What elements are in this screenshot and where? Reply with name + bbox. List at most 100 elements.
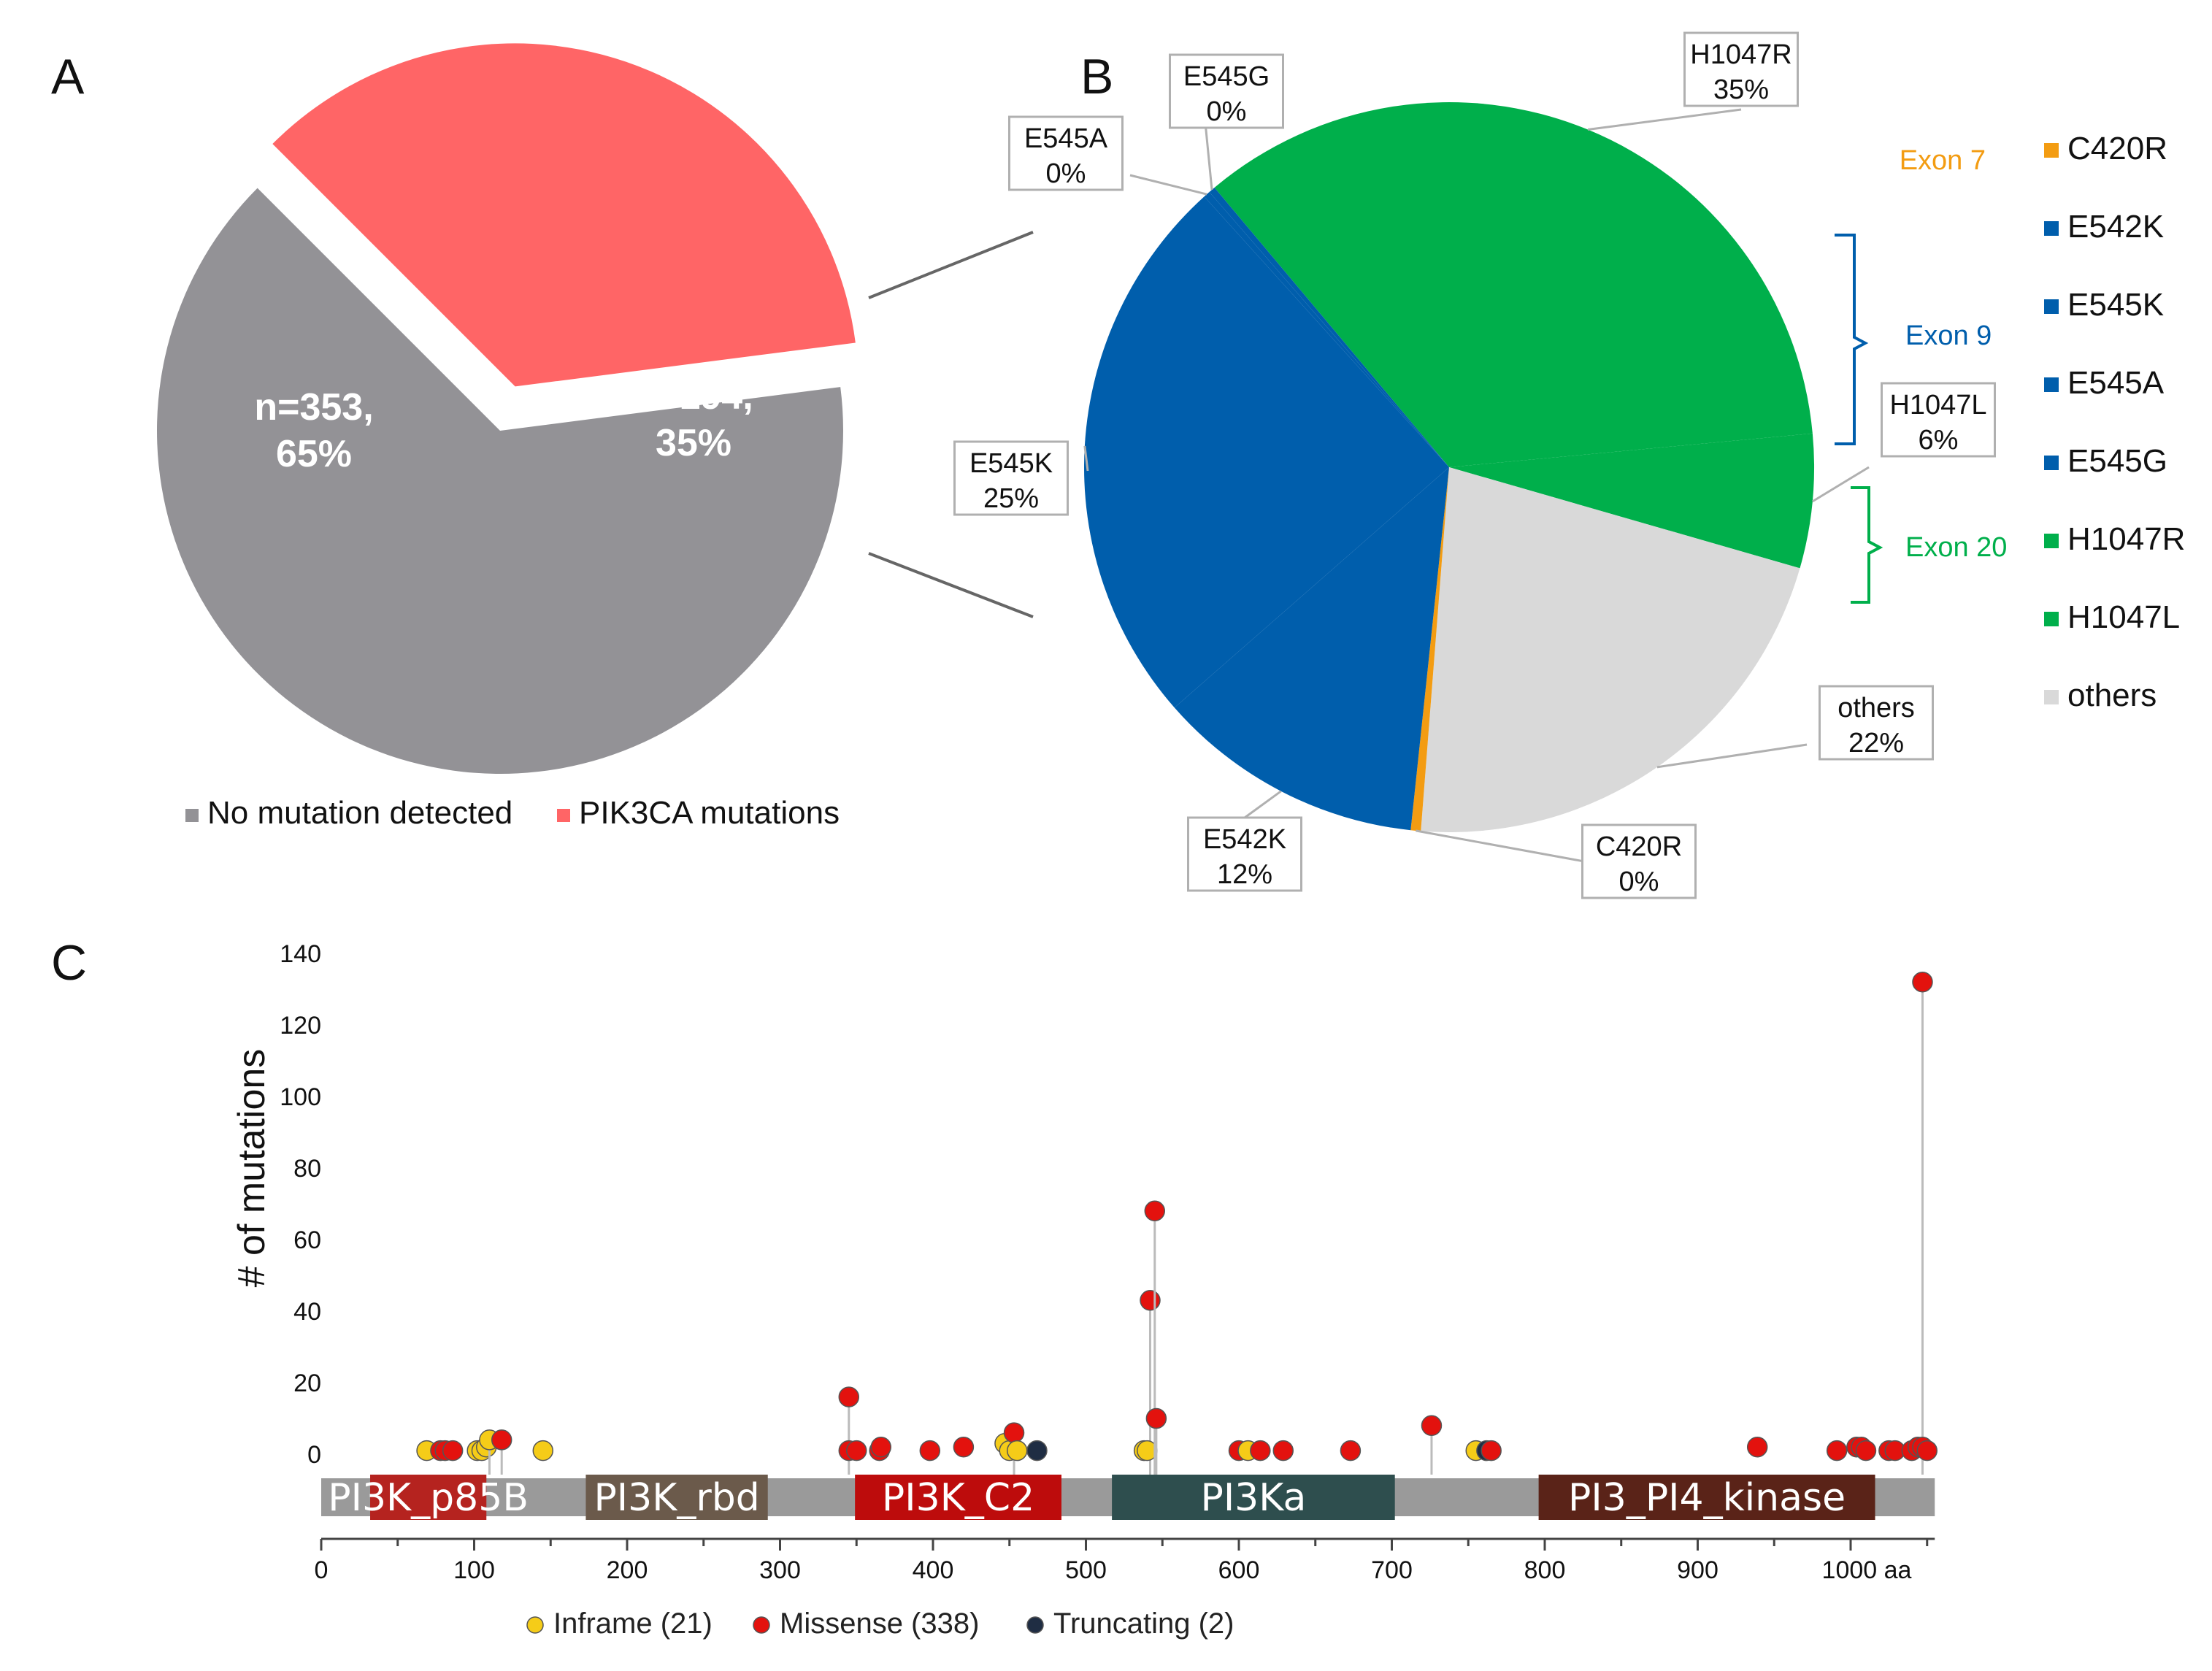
callout-label-e545g: E545G [1183, 61, 1270, 92]
pie-label-no-mutation-pct: 65% [276, 433, 352, 475]
callout-label-c420r: C420R [1596, 831, 1682, 862]
x-tick-800: 800 [1524, 1556, 1566, 1584]
callout-box-others [1819, 685, 1934, 761]
legend-label-pik3ca-mutations: PIK3CA mutations [579, 795, 840, 831]
legend-label-e545k: E545K [2067, 287, 2164, 323]
legend-swatch-others [2044, 690, 2059, 704]
callout-pct-e545g: 0% [1207, 96, 1247, 127]
lollipop-missense[interactable] [1272, 1440, 1294, 1461]
exon-bracket-20 [1851, 486, 1883, 604]
pie-chart-a: n=353,65% n=194,35% No mutation detected PI… [156, 43, 1034, 831]
exon-bracket-9 [1835, 234, 1869, 445]
lollipop-inframe[interactable] [1006, 1440, 1028, 1461]
lollipop-missense[interactable] [838, 1386, 860, 1407]
domain-pi3ka [1112, 1475, 1395, 1520]
exon-label-7: Exon 7 [1900, 145, 1986, 176]
callout-box-h1047r [1683, 31, 1799, 107]
y-tick-20: 20 [293, 1370, 321, 1397]
lollipop-missense[interactable] [1826, 1440, 1848, 1461]
pie-slice-e545k [1083, 196, 1449, 708]
legend-label-missense: Missense (338) [780, 1607, 979, 1640]
y-tick-80: 80 [293, 1155, 321, 1183]
callout-line-e542k [1244, 790, 1282, 819]
legend-swatch-e542k [2044, 221, 2059, 236]
x-tick-0: 0 [315, 1556, 329, 1584]
lollipop-missense[interactable] [953, 1436, 975, 1458]
connector-line-bottom [868, 552, 1034, 618]
legend-swatch-no-mutation-detected [185, 809, 199, 822]
lollipop-missense[interactable] [1746, 1436, 1768, 1458]
lollipop-missense[interactable] [1481, 1440, 1502, 1461]
legend-swatch-h1047r [2044, 534, 2059, 548]
lollipop-missense[interactable] [1340, 1440, 1362, 1461]
callout-pct-h1047r: 35% [1713, 74, 1769, 105]
legend-marker-inframe [526, 1616, 544, 1634]
x-tick-500: 500 [1065, 1556, 1107, 1584]
lollipop-missense[interactable] [1003, 1422, 1025, 1443]
x-tick-400: 400 [913, 1556, 954, 1584]
callout-line-e545k [1083, 445, 1089, 472]
y-axis-title: # of mutations [231, 1049, 273, 1288]
callout-box-e545k [953, 440, 1069, 516]
callout-pct-c420r: 0% [1619, 867, 1659, 897]
y-tick-100: 100 [280, 1083, 321, 1111]
callout-pct-e545a: 0% [1046, 158, 1086, 189]
callout-pct-others: 22% [1848, 728, 1904, 758]
pie-chart-b: H1047R 35% H1047L 6% others 22% C420R 0% E542K 12… [953, 31, 2185, 899]
callout-line-others [1656, 743, 1808, 769]
lollipop-missense[interactable] [1855, 1440, 1877, 1461]
exon-label-9: Exon 9 [1905, 320, 1992, 351]
lollipop-missense[interactable] [1916, 1440, 1938, 1461]
lollipop-missense[interactable] [870, 1436, 892, 1458]
callout-label-h1047l: H1047L [1889, 390, 1986, 420]
callout-label-others: others [1837, 693, 1915, 723]
lollipop-missense[interactable] [442, 1440, 464, 1461]
lollipop-truncating[interactable] [1026, 1440, 1048, 1461]
lollipop-missense[interactable] [1421, 1415, 1443, 1437]
lollipop-missense[interactable] [1140, 1290, 1161, 1311]
pie-slice-e542k [1174, 467, 1449, 831]
lollipop-inframe[interactable] [532, 1440, 554, 1461]
y-tick-40: 40 [293, 1298, 321, 1326]
legend-label-no-mutation-detected: No mutation detected [207, 795, 512, 831]
pie-label-pik3ca-pct: 35% [656, 422, 731, 464]
callout-line-h1047l [1812, 466, 1870, 503]
legend-label-e545g: E545G [2067, 443, 2167, 479]
callout-pct-e545k: 25% [983, 483, 1039, 514]
lollipop-chart-c: 0 20 40 60 80 100 120 140 # of mutations PI3K_p85… [231, 940, 1938, 1640]
legend-label-e542k: E542K [2067, 209, 2164, 245]
legend-label-h1047l: H1047L [2067, 599, 2180, 635]
lollipop-missense[interactable] [491, 1429, 512, 1451]
x-tick-1000-aa: 1000 aa [1822, 1556, 1912, 1584]
legend-swatch-e545k [2044, 299, 2059, 314]
callout-pct-h1047l: 6% [1919, 425, 1959, 456]
lollipop-missense[interactable] [919, 1440, 941, 1461]
legend-label-inframe: Inframe (21) [553, 1607, 713, 1640]
callout-line-c420r [1416, 829, 1585, 863]
lollipop-missense[interactable] [1144, 1200, 1166, 1222]
lollipop-missense[interactable] [846, 1440, 867, 1461]
callout-box-e542k [1187, 816, 1302, 892]
callout-box-h1047l [1881, 382, 1996, 458]
x-tick-600: 600 [1218, 1556, 1260, 1584]
pie-slice-no-mutation [156, 188, 843, 775]
domain-pi3k-p85b [370, 1475, 487, 1520]
legend-swatch-e545a [2044, 377, 2059, 392]
pie-label-no-mutation-count: n=353, [254, 386, 373, 429]
domain-pi3k-c2 [855, 1475, 1061, 1520]
pie-slice-h1047r [1214, 101, 1813, 467]
domain-pi3-pi4-kinase [1538, 1475, 1875, 1520]
domain-pi3k-rbd [585, 1475, 768, 1520]
lollipop-missense[interactable] [1145, 1407, 1167, 1429]
lollipop-missense[interactable] [1250, 1440, 1271, 1461]
legend-label-truncating: Truncating (2) [1053, 1607, 1234, 1640]
legend-marker-truncating [1026, 1616, 1044, 1634]
callout-box-e545g [1169, 53, 1284, 129]
exon-label-20: Exon 20 [1905, 532, 2007, 563]
lollipop-missense[interactable] [1912, 971, 1933, 993]
x-tick-900: 900 [1677, 1556, 1718, 1584]
pie-slice-others [1421, 467, 1800, 832]
callout-label-e542k: E542K [1203, 824, 1286, 855]
x-tick-700: 700 [1371, 1556, 1413, 1584]
